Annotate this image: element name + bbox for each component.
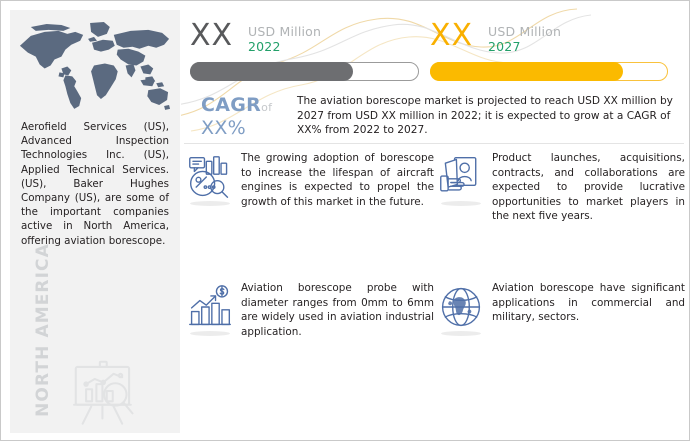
content-panel: XX USD Million 2022 XX USD Million 2027 …	[181, 1, 689, 440]
handshake-document-icon	[440, 156, 477, 192]
region-panel: Aerofield Services (US), Advanced Inspec…	[10, 10, 180, 433]
cagr-block: CAGRof XX%	[201, 94, 311, 139]
region-label: NORTH AMERICA	[33, 243, 53, 417]
bar-chart-growth-dollar-icon	[189, 285, 231, 326]
market-summary-text: The aviation borescope market is project…	[297, 95, 673, 137]
icon-shadow	[190, 201, 230, 206]
icon-shadow	[441, 331, 481, 336]
progress-bar-fill-2022	[190, 62, 353, 81]
stat-year-2022: 2022	[248, 39, 281, 54]
stat-head-2022: XX USD Million 2022	[186, 18, 424, 59]
chart-percent-search-icon	[189, 156, 229, 198]
cagr-label-row: CAGRof	[201, 94, 311, 116]
insight-card-grid: The growing adoption of borescope to inc…	[181, 151, 689, 436]
stat-value-2027: XX	[430, 18, 474, 53]
insight-card-text: Aviation borescope probe with diameter r…	[241, 282, 434, 338]
stat-unit-2027: USD Million	[488, 24, 562, 39]
cagr-label: CAGR	[201, 94, 262, 116]
progress-bar-2027	[430, 62, 668, 81]
stat-year-2027: 2027	[488, 39, 521, 54]
stat-block-2022: XX USD Million 2022	[186, 18, 424, 81]
insight-card-text: Product launches, acquisitions, contract…	[492, 152, 685, 222]
insight-card-text: Aviation borescope have significant appl…	[492, 282, 685, 323]
presentation-chart-magnifier-icon	[73, 360, 134, 425]
progress-bar-2022	[190, 62, 419, 81]
insight-card-text: The growing adoption of borescope to inc…	[241, 152, 434, 208]
companies-text: Aerofield Services (US), Advanced Inspec…	[21, 121, 169, 247]
section-divider	[184, 143, 684, 144]
icon-shadow	[190, 331, 230, 336]
progress-bar-fill-2027	[430, 62, 623, 81]
icon-shadow	[441, 201, 481, 206]
stat-head-2027: XX USD Million 2027	[426, 18, 676, 59]
cagr-value: XX%	[201, 117, 246, 139]
globe-icon	[441, 287, 481, 327]
stat-unit-2022: USD Million	[248, 24, 322, 39]
cagr-of-label: of	[261, 101, 273, 114]
stat-value-2022: XX	[190, 18, 234, 53]
world-map-icon	[19, 22, 171, 110]
stat-block-2027: XX USD Million 2027	[426, 18, 676, 81]
